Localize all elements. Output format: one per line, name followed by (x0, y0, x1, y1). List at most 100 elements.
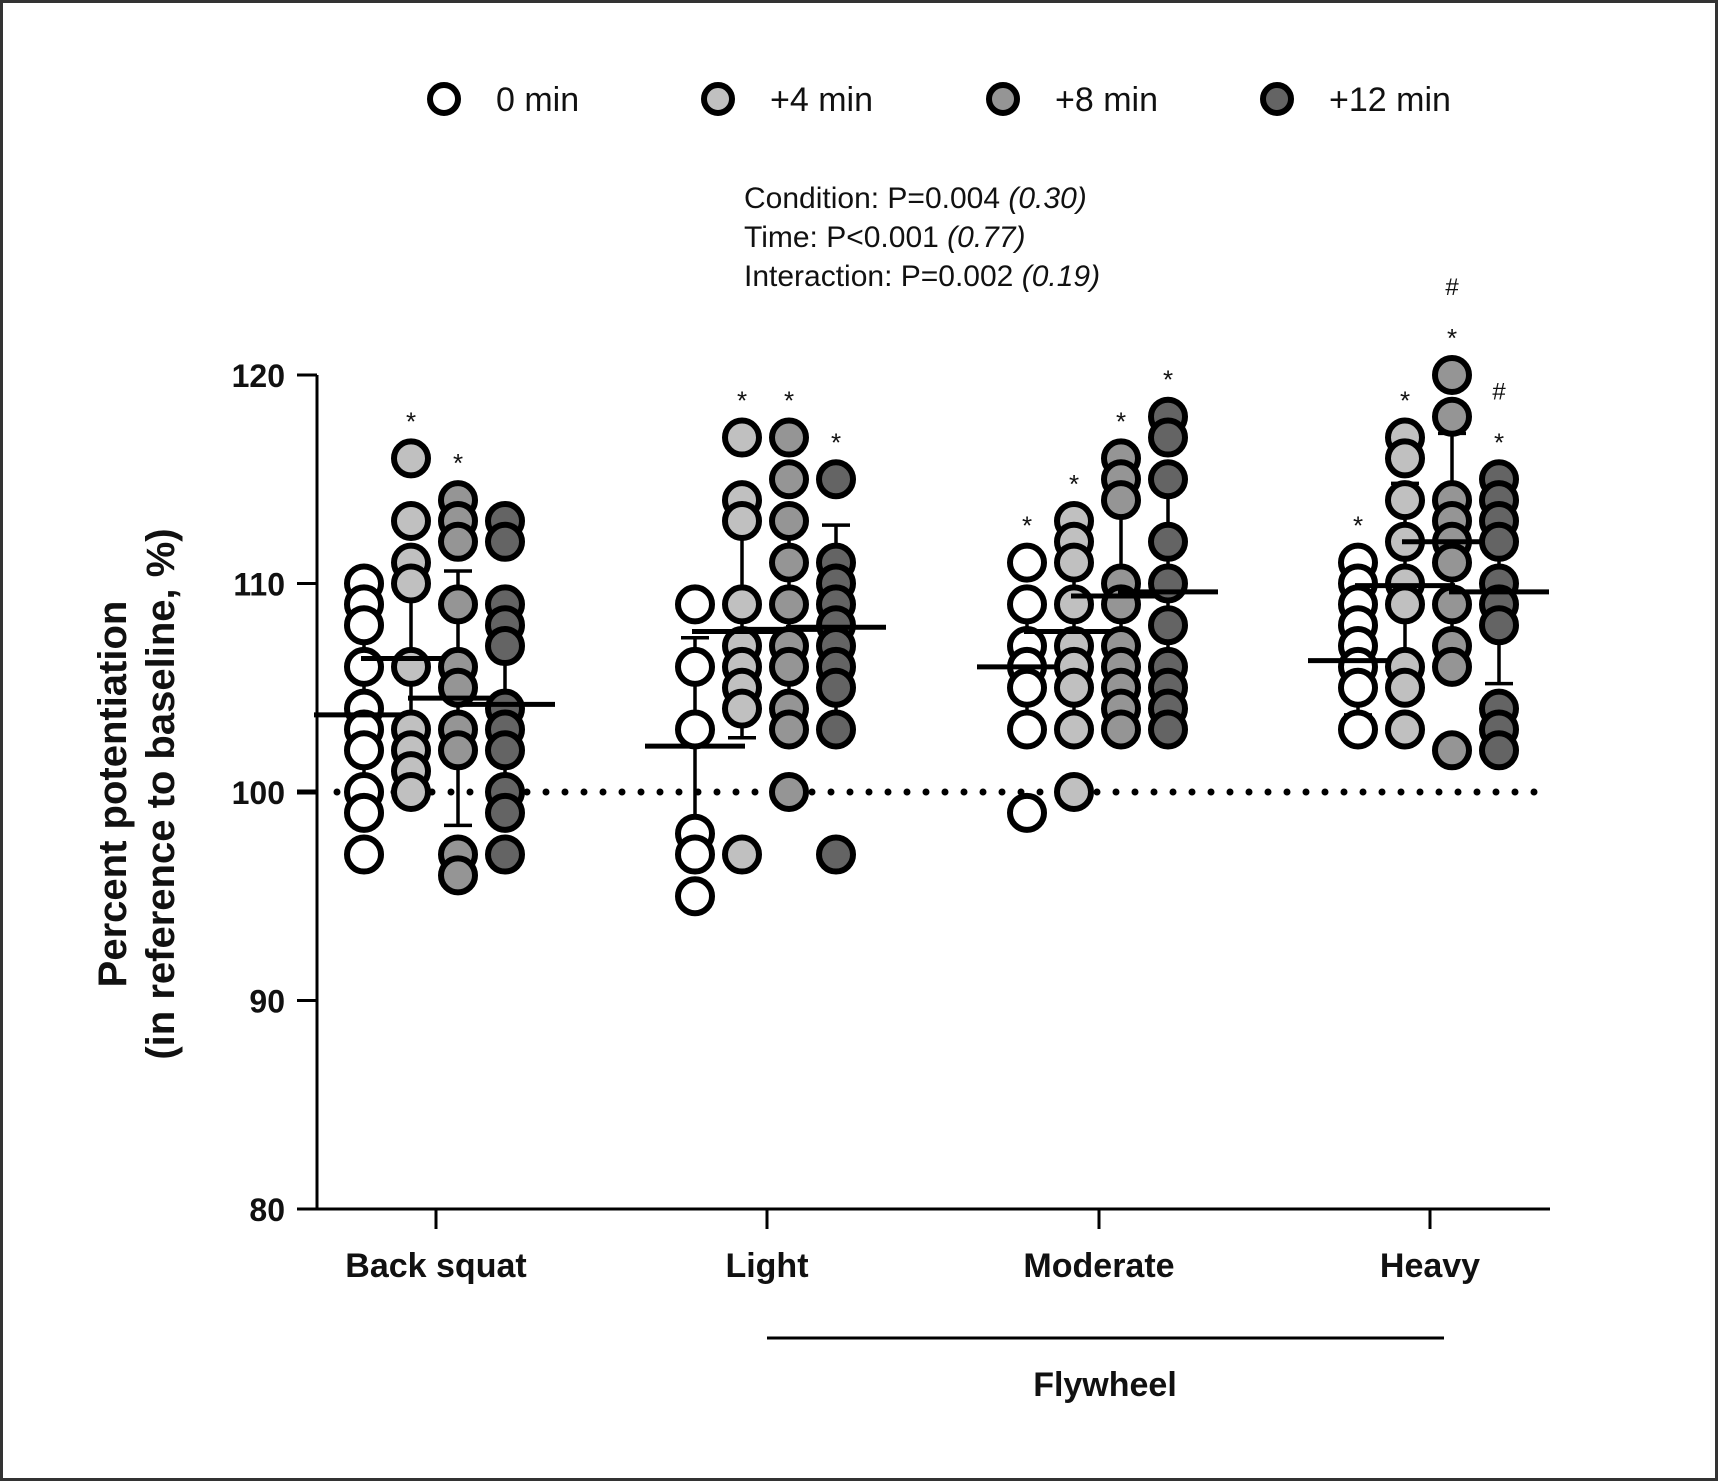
legend-item: 0 min (427, 81, 579, 119)
data-point (769, 500, 809, 541)
data-point (1054, 709, 1094, 750)
data-point (1432, 730, 1472, 771)
significance-asterisk: * (1353, 511, 1363, 541)
data-point (722, 834, 762, 875)
stats-line: Condition: P=0.004 (0.30) (744, 182, 1087, 215)
legend-marker-icon (427, 82, 461, 116)
data-point (675, 584, 715, 625)
stats-effect-size: (0.19) (1022, 260, 1100, 293)
x-tick-label: Back squat (345, 1247, 526, 1285)
axes: 80 90 100 110 120 (232, 358, 1550, 1229)
legend-marker-icon (986, 82, 1020, 116)
x-axis-labels: Back squat Light Moderate Heavy (345, 1247, 1480, 1285)
data-point (722, 688, 762, 729)
data-point (1007, 792, 1047, 833)
data-point (1148, 417, 1188, 458)
data-point (485, 521, 525, 562)
data-point (1479, 605, 1519, 646)
y-axis-label-line1: Percent potentiation (91, 601, 135, 988)
data-point (485, 730, 525, 771)
data-point (485, 792, 525, 833)
data-point (1385, 667, 1425, 708)
legend-item: +12 min (1260, 81, 1451, 119)
data-point (391, 646, 431, 687)
stats-effect-size: (0.77) (947, 221, 1025, 254)
series-cluster: * (1024, 469, 1124, 812)
data-point (769, 646, 809, 687)
data-point (1432, 396, 1472, 437)
series-cluster: * (1355, 386, 1455, 750)
data-point (391, 563, 431, 604)
x-tick-label: Moderate (1023, 1247, 1174, 1285)
series-cluster: *# (1402, 274, 1502, 771)
legend-label: 0 min (496, 81, 579, 119)
data-point (722, 584, 762, 625)
data-point (769, 459, 809, 500)
data-point (816, 459, 856, 500)
data-point (675, 834, 715, 875)
significance-asterisk: * (1447, 323, 1457, 353)
data-point (1007, 542, 1047, 583)
data-point (675, 876, 715, 917)
data-point (1148, 563, 1188, 604)
bracket-label: Flywheel (1033, 1366, 1177, 1404)
data-point (722, 500, 762, 541)
series-cluster: * (1118, 365, 1218, 750)
stats-label: Interaction: P=0.002 (744, 260, 1022, 293)
series-cluster: * (739, 386, 839, 812)
significance-asterisk: * (406, 406, 416, 436)
data-point (344, 834, 384, 875)
flywheel-bracket: Flywheel (767, 1336, 1444, 1404)
y-tick-label: 90 (249, 984, 285, 1020)
significance-asterisk: * (1069, 469, 1079, 499)
data-point (1385, 480, 1425, 521)
data-point (391, 772, 431, 812)
category-group: * * * * (977, 365, 1218, 833)
significance-asterisk: * (784, 386, 794, 416)
category-group: * * * (645, 386, 886, 917)
series-cluster: * (977, 511, 1077, 833)
data-point (344, 792, 384, 833)
series-cluster (645, 584, 745, 917)
data-point (1432, 542, 1472, 583)
data-point (344, 730, 384, 771)
data-point (1101, 480, 1141, 521)
data-point (769, 584, 809, 625)
significance-asterisk: * (1400, 386, 1410, 416)
data-point (1007, 709, 1047, 750)
legend-label: +12 min (1329, 81, 1451, 119)
data-marks: *** *********#*# (314, 274, 1549, 917)
category-group: ** (314, 406, 555, 896)
significance-asterisk: * (737, 386, 747, 416)
data-point (675, 646, 715, 687)
data-point (816, 709, 856, 750)
stats-line: Time: P<0.001 (0.77) (744, 221, 1026, 254)
significance-asterisk: * (1494, 427, 1504, 457)
data-point (1385, 584, 1425, 625)
significance-asterisk: * (1116, 406, 1126, 436)
significance-hash: # (1492, 378, 1506, 405)
data-point (816, 834, 856, 875)
y-tick-label: 110 (233, 567, 285, 603)
data-point (722, 417, 762, 458)
data-point (1148, 459, 1188, 500)
data-point (769, 772, 809, 812)
series-cluster (455, 500, 555, 875)
data-point (1432, 646, 1472, 687)
data-point (1479, 730, 1519, 771)
data-point (485, 626, 525, 667)
data-point (1054, 772, 1094, 812)
stats-effect-size: (0.30) (1008, 182, 1086, 215)
data-point (344, 605, 384, 646)
series-cluster: *# (1449, 378, 1549, 771)
series-cluster: * (361, 406, 461, 812)
data-point (1101, 709, 1141, 750)
y-tick-label: 80 (249, 1192, 285, 1228)
data-point (1385, 438, 1425, 479)
data-point (675, 709, 715, 750)
data-point (769, 542, 809, 583)
significance-asterisk: * (1163, 365, 1173, 395)
legend-label: +8 min (1055, 81, 1158, 119)
